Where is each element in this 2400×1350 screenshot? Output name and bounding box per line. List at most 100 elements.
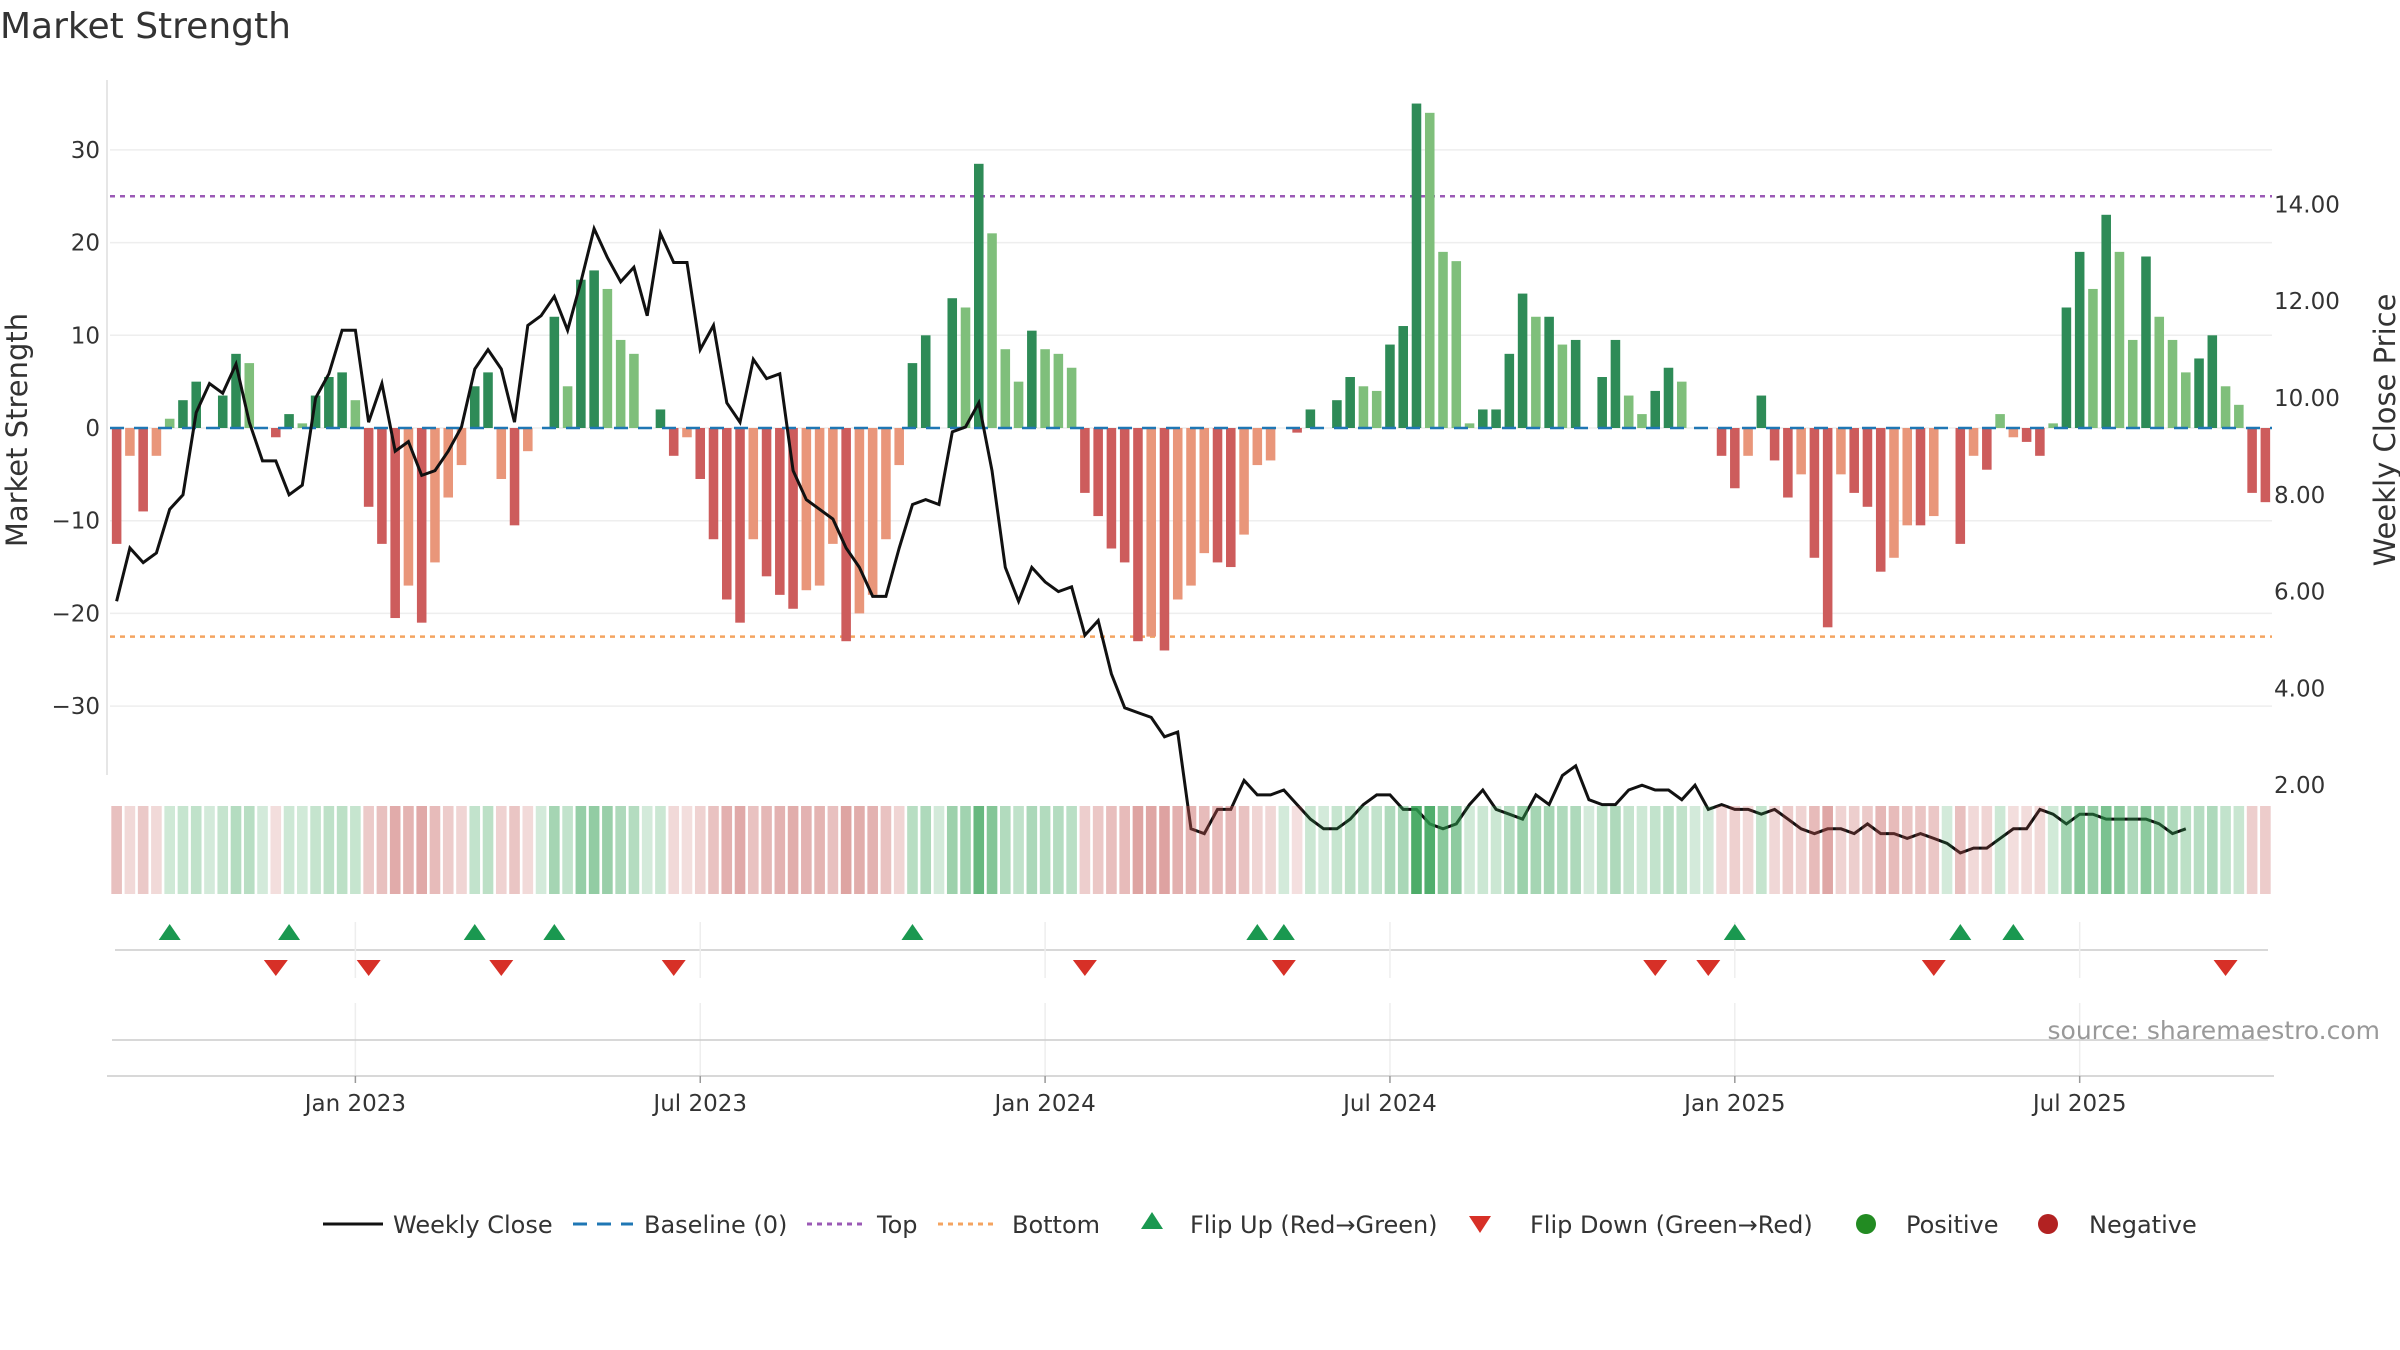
strength-bar bbox=[589, 270, 599, 428]
strength-bar bbox=[271, 428, 281, 438]
heat-strip-cell bbox=[1477, 806, 1489, 894]
heat-strip-cell bbox=[562, 806, 573, 894]
strength-bar bbox=[2247, 428, 2257, 493]
heat-strip-cell bbox=[655, 806, 666, 894]
heat-strip-cell bbox=[1212, 806, 1223, 894]
heat-strip-cell bbox=[151, 806, 162, 894]
heat-strip-cell bbox=[1941, 806, 1953, 894]
strength-bar bbox=[1517, 293, 1528, 428]
x-tick-label: Jan 2024 bbox=[992, 1091, 1095, 1117]
x-axis: Jan 2023 Jul 2023 Jan 2024 Jul 2024 Jan 2025… bbox=[107, 1003, 2274, 1117]
strength-bar bbox=[2154, 316, 2165, 428]
heat-strip-cell bbox=[893, 806, 905, 894]
strength-bar bbox=[1504, 353, 1515, 428]
heat-strip-cell bbox=[482, 806, 494, 894]
heat-strip-cell bbox=[1822, 806, 1833, 894]
heat-strip-cell bbox=[2153, 806, 2165, 894]
strength-bar bbox=[1544, 316, 1554, 428]
heat-strip-cell bbox=[2167, 806, 2178, 894]
heat-strip-cell bbox=[1583, 806, 1595, 894]
heat-strip-cell bbox=[1092, 806, 1104, 894]
source-credit: source: sharemaestro.com bbox=[2048, 1016, 2381, 1045]
flip-down-marker bbox=[661, 960, 686, 976]
heat-strip-cell bbox=[1450, 806, 1462, 894]
heat-strip-cell bbox=[986, 806, 998, 894]
strength-bar bbox=[1424, 112, 1435, 428]
heat-strip-cell bbox=[1225, 806, 1237, 894]
strength-bar bbox=[1027, 330, 1037, 428]
heat-strip-cell bbox=[323, 806, 335, 894]
heat-strip-cell bbox=[1066, 806, 1077, 894]
heat-strip-cell bbox=[1756, 806, 1767, 894]
strength-bar bbox=[2207, 335, 2218, 428]
heat-strip-cell bbox=[801, 806, 812, 894]
strength-bar bbox=[191, 381, 201, 428]
heat-strip-cell bbox=[2087, 806, 2099, 894]
strength-bar bbox=[2234, 404, 2244, 428]
strength-bar bbox=[310, 395, 321, 428]
legend-negative: Negative bbox=[2089, 1211, 2197, 1239]
heat-strip-cell bbox=[1795, 806, 1807, 894]
strength-bar bbox=[1053, 353, 1064, 428]
strength-bar bbox=[1557, 344, 1568, 428]
heat-strip-cell bbox=[1291, 806, 1303, 894]
strength-bar bbox=[735, 428, 745, 623]
strength-bar bbox=[1212, 428, 1223, 563]
strength-bar bbox=[801, 428, 812, 591]
flip-down-marker bbox=[1643, 960, 1668, 976]
heat-strip-cell bbox=[1132, 806, 1144, 894]
strength-bar bbox=[788, 428, 798, 609]
heat-strip-cell bbox=[933, 806, 945, 894]
strength-bar bbox=[682, 428, 692, 438]
strength-bar bbox=[430, 428, 440, 563]
heat-strip-cell bbox=[668, 806, 680, 894]
strength-bar bbox=[1226, 428, 1236, 568]
heat-strip-cell bbox=[827, 806, 839, 894]
strength-bar bbox=[1769, 428, 1780, 461]
heat-strip-cell bbox=[495, 806, 507, 894]
strength-bar bbox=[1836, 428, 1846, 475]
heat-strip-cell bbox=[1689, 806, 1701, 894]
strength-bar bbox=[1796, 428, 1806, 475]
strength-bar bbox=[390, 428, 400, 619]
strength-bar bbox=[1146, 428, 1156, 637]
flip-up-marker bbox=[278, 924, 301, 940]
strength-bar bbox=[2114, 251, 2125, 428]
strength-bar bbox=[337, 372, 347, 428]
heat-strip-cell bbox=[2233, 806, 2245, 894]
heat-strip-cell bbox=[920, 806, 932, 894]
strength-heat-strip bbox=[111, 806, 2271, 894]
heat-strip-cell bbox=[442, 806, 454, 894]
heat-strip-cell bbox=[1079, 806, 1091, 894]
strength-bar bbox=[1968, 428, 1979, 456]
heat-strip-cell bbox=[1636, 806, 1648, 894]
strength-bars bbox=[111, 103, 2271, 651]
strength-bar bbox=[695, 428, 706, 479]
flip-down-marker bbox=[263, 960, 288, 976]
legend: Weekly Close Baseline (0) Top Bottom Fli… bbox=[323, 1211, 2197, 1239]
left-tick-label: 20 bbox=[71, 231, 100, 257]
heat-strip-cell bbox=[814, 806, 825, 894]
strength-bar bbox=[562, 386, 573, 428]
strength-bar bbox=[1915, 428, 1926, 526]
heat-strip-cell bbox=[1663, 806, 1674, 894]
heat-strip-cell bbox=[2260, 806, 2271, 894]
strength-bar bbox=[1889, 428, 1899, 558]
strength-bar bbox=[2260, 428, 2271, 503]
strength-bar bbox=[350, 400, 361, 428]
strength-bar bbox=[469, 386, 480, 428]
heat-strip-cell bbox=[230, 806, 242, 894]
legend-top: Top bbox=[876, 1211, 918, 1239]
strength-bar bbox=[1783, 428, 1793, 498]
strength-bar bbox=[629, 353, 639, 428]
heat-strip-cell bbox=[1915, 806, 1926, 894]
strength-bar bbox=[1531, 316, 1541, 428]
heat-strip-cell bbox=[1782, 806, 1794, 894]
flip-up-marker bbox=[901, 924, 924, 940]
strength-bar bbox=[1186, 428, 1196, 586]
flip-down-marker bbox=[1072, 960, 1097, 976]
heat-strip-cell bbox=[1238, 806, 1250, 894]
heat-strip-cell bbox=[124, 806, 136, 894]
strength-bar bbox=[1610, 339, 1621, 428]
heat-strip-cell bbox=[549, 806, 560, 894]
